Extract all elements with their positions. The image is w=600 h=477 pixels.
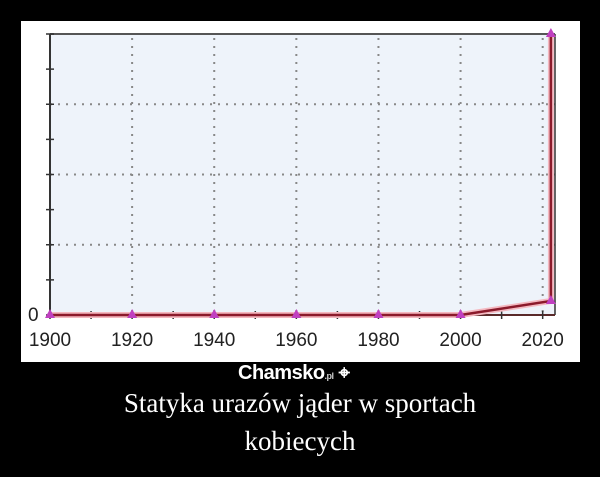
data-point-marker — [455, 309, 466, 318]
x-tick-label: 1980 — [357, 330, 399, 351]
watermark-name: Chamsko — [238, 362, 325, 384]
watermark-logo: Chamsko.pl ⌖ — [238, 362, 350, 387]
watermark-suffix: .pl — [324, 371, 335, 381]
x-tick-label: 2020 — [522, 330, 564, 351]
data-point-marker — [209, 309, 220, 318]
x-tick-label: 1960 — [275, 330, 317, 351]
caption-line-1: Statyka urazów jąder w sportach — [123, 388, 477, 418]
data-point-marker — [545, 28, 556, 37]
caption-line-2: kobiecych — [244, 426, 356, 456]
crosshair-icon: ⌖ — [338, 362, 350, 384]
data-point-marker — [127, 309, 138, 318]
plot-area — [50, 34, 555, 315]
data-point-marker — [545, 294, 556, 304]
data-point-marker — [373, 309, 384, 318]
data-point-marker — [45, 309, 55, 318]
x-tick-label: 1920 — [111, 330, 153, 351]
x-tick-label: 2000 — [439, 330, 481, 351]
x-tick-label: 1940 — [193, 330, 235, 351]
x-tick-label: 1900 — [29, 330, 71, 351]
series-line — [50, 34, 553, 317]
data-point-marker — [291, 309, 302, 318]
y-tick-label: 0 — [28, 305, 39, 326]
